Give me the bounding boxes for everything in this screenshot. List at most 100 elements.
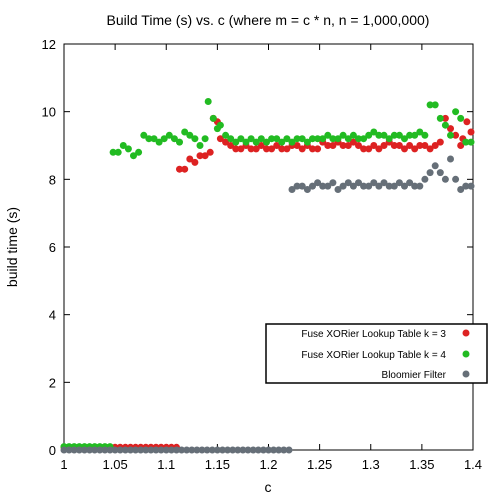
data-point-series-1 — [314, 135, 322, 143]
data-point-series-1 — [257, 135, 265, 143]
legend-marker-series-1 — [462, 350, 470, 358]
data-point-series-0 — [252, 145, 260, 153]
y-tick-label: 4 — [49, 308, 56, 323]
data-point-series-2 — [370, 179, 378, 187]
data-point-series-2 — [224, 446, 232, 454]
data-point-series-2 — [86, 446, 94, 454]
data-point-series-2 — [91, 446, 99, 454]
data-point-series-2 — [298, 182, 306, 190]
data-point-series-1 — [191, 135, 199, 143]
y-tick-label: 12 — [42, 37, 56, 52]
data-point-series-2 — [406, 179, 414, 187]
data-point-series-1 — [334, 135, 342, 143]
data-point-series-2 — [431, 162, 439, 170]
data-point-series-0 — [431, 142, 439, 149]
data-point-series-0 — [176, 165, 183, 173]
data-point-series-1 — [119, 142, 127, 149]
x-tick-label: 1.4 — [464, 457, 482, 472]
data-point-series-1 — [165, 131, 173, 139]
x-tick-label: 1.25 — [307, 457, 332, 472]
data-point-series-0 — [421, 142, 429, 149]
data-point-series-1 — [349, 131, 357, 139]
data-point-series-2 — [259, 446, 267, 454]
data-point-series-2 — [270, 446, 278, 454]
data-point-series-1 — [232, 138, 240, 146]
data-point-series-2 — [188, 446, 196, 454]
data-point-series-2 — [81, 446, 88, 454]
data-point-series-1 — [324, 131, 332, 139]
data-point-series-2 — [339, 182, 347, 190]
data-point-series-1 — [283, 135, 291, 143]
data-point-series-0 — [227, 142, 235, 149]
data-point-series-1 — [170, 135, 178, 143]
x-tick-label: 1.2 — [259, 457, 277, 472]
data-point-series-1 — [222, 131, 230, 139]
data-point-series-1 — [155, 138, 163, 146]
data-point-series-0 — [206, 148, 214, 156]
data-point-series-0 — [283, 145, 291, 153]
data-point-series-2 — [152, 446, 160, 454]
data-point-series-0 — [416, 142, 424, 149]
data-point-series-0 — [191, 158, 199, 166]
data-point-series-2 — [167, 446, 175, 454]
data-point-series-1 — [196, 142, 204, 149]
data-point-series-0 — [298, 145, 306, 153]
data-point-series-0 — [309, 145, 316, 153]
y-axis: 0 2 4 6 8 10 12 — [42, 37, 473, 458]
data-point-series-2 — [395, 179, 403, 187]
data-point-series-0 — [390, 142, 398, 149]
data-point-series-2 — [349, 182, 357, 190]
data-point-series-1 — [227, 135, 235, 143]
data-point-series-2 — [249, 446, 257, 454]
legend-label-fuse-k4: Fuse XORier Lookup Table k = 4 — [301, 350, 446, 361]
data-point-series-2 — [208, 446, 216, 454]
data-point-series-1 — [278, 138, 286, 146]
data-point-series-1 — [329, 135, 337, 143]
data-point-series-2 — [193, 446, 201, 454]
data-point-series-1 — [209, 114, 217, 122]
data-point-series-0 — [360, 145, 368, 153]
data-point-series-1 — [462, 138, 470, 146]
data-point-series-2 — [229, 446, 237, 454]
data-point-series-2 — [198, 446, 206, 454]
data-point-series-0 — [441, 114, 449, 122]
data-point-series-0 — [406, 142, 414, 149]
data-point-series-1 — [135, 148, 143, 156]
data-point-series-0 — [181, 165, 189, 173]
data-point-series-0 — [457, 142, 465, 149]
data-point-series-1 — [406, 131, 414, 139]
data-point-series-1 — [375, 131, 383, 139]
data-point-series-1 — [298, 135, 306, 143]
data-point-series-2 — [234, 446, 242, 454]
data-point-series-0 — [355, 142, 362, 149]
data-point-series-0 — [186, 155, 194, 163]
data-point-series-2 — [244, 446, 252, 454]
data-point-series-2 — [285, 446, 293, 454]
data-point-series-1 — [309, 135, 316, 143]
data-point-series-2 — [293, 182, 301, 190]
data-points — [60, 98, 475, 454]
data-point-series-0 — [201, 152, 209, 160]
data-point-series-2 — [280, 446, 288, 454]
data-point-series-1 — [268, 135, 276, 143]
legend-label-fuse-k3: Fuse XORier Lookup Table k = 3 — [301, 329, 446, 340]
data-point-series-1 — [140, 131, 148, 139]
y-tick-label: 0 — [49, 443, 56, 458]
data-point-series-2 — [309, 182, 316, 190]
data-point-series-2 — [324, 182, 332, 190]
data-point-series-1 — [360, 135, 368, 143]
data-point-series-2 — [380, 179, 388, 187]
data-point-series-0 — [452, 131, 460, 139]
data-point-series-1 — [201, 135, 209, 143]
data-point-series-2 — [65, 446, 73, 454]
x-tick-label: 1.1 — [157, 457, 175, 472]
data-point-series-0 — [263, 145, 270, 153]
data-point-series-1 — [124, 145, 132, 153]
data-point-series-1 — [467, 138, 475, 146]
data-point-series-0 — [467, 128, 475, 136]
data-point-series-2 — [265, 446, 272, 454]
data-point-series-1 — [457, 114, 465, 122]
data-point-series-0 — [344, 142, 352, 149]
data-point-series-0 — [401, 145, 408, 153]
data-point-series-2 — [111, 446, 119, 454]
